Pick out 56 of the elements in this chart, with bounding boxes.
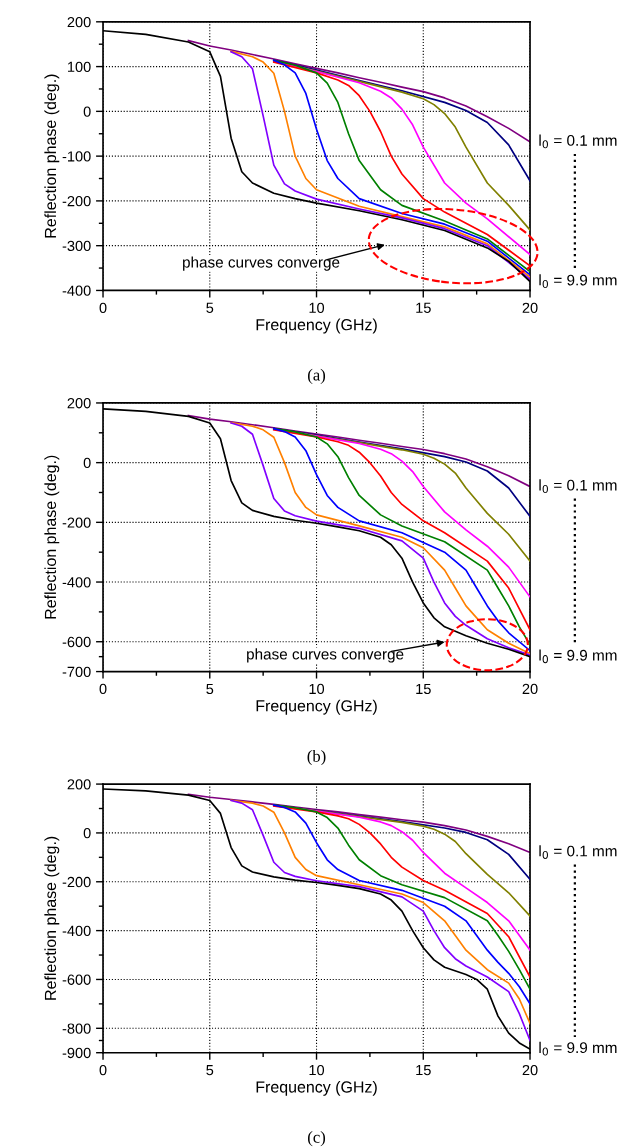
x-tick-label: 10	[309, 302, 325, 313]
y-tick-label: -200	[62, 517, 91, 528]
x-tick-label: 10	[309, 1064, 325, 1076]
y-tick-label: -400	[62, 285, 91, 296]
x-tick-label: 15	[416, 1065, 431, 1076]
x-tick-label: 10	[309, 683, 325, 695]
line-series	[103, 788, 531, 1050]
y-tick-label: -700	[62, 666, 91, 678]
y-tick-label: -400	[62, 925, 91, 937]
series-label: l$_{0}$ = 9.9 mm	[539, 1041, 617, 1056]
y-tick-label: 0	[83, 457, 91, 469]
line-series	[187, 414, 531, 488]
y-tick-label: -800	[62, 1023, 91, 1034]
x-tick-label: 0	[99, 302, 107, 313]
x-tick-label: 5	[206, 1065, 214, 1076]
y-tick-label: -200	[62, 196, 91, 207]
text: (c)	[308, 1131, 326, 1147]
y-tick-label: 0	[83, 828, 91, 839]
line-series	[187, 793, 531, 854]
text: (a)	[308, 368, 326, 384]
y-tick-label: -600	[62, 974, 91, 985]
line-series	[187, 39, 531, 143]
y-tick-label: -900	[62, 1047, 91, 1059]
y-axis-title: Reflection phase (deg.)	[44, 836, 60, 1000]
x-axis-title: Frequency (GHz)	[256, 1080, 377, 1096]
series-label: l$_{0}$ = 0.1 mm	[539, 134, 617, 149]
x-axis-title: Frequency (GHz)	[256, 699, 377, 715]
series-label: l$_{0}$ = 9.9 mm	[539, 274, 617, 289]
x-tick-label: 0	[99, 1064, 107, 1076]
y-axis-title: Reflection phase (deg.)	[44, 455, 60, 619]
x-tick-label: 0	[99, 683, 107, 695]
x-tick-label: 20	[522, 302, 538, 313]
x-tick-label: 20	[522, 1064, 538, 1076]
annotation: phase curves converge	[247, 648, 404, 663]
x-tick-label: 5	[206, 683, 214, 695]
x-axis-title: Frequency (GHz)	[256, 318, 377, 334]
y-tick-label: -300	[62, 240, 91, 252]
series-label: l$_{0}$ = 0.1 mm	[539, 845, 617, 859]
x-tick-label: 15	[416, 302, 431, 313]
y-tick-label: 0	[83, 106, 91, 117]
x-tick-label: 20	[522, 683, 538, 695]
annotation: phase curves converge	[183, 256, 340, 271]
y-tick-label: 200	[67, 779, 91, 790]
y-tick-label: 200	[67, 398, 91, 409]
y-tick-label: 200	[67, 16, 91, 28]
series-label: l$_{0}$ = 0.1 mm	[539, 479, 617, 494]
text: (b)	[307, 749, 326, 766]
y-tick-label: -400	[62, 577, 91, 588]
x-tick-label: 15	[416, 683, 431, 695]
y-tick-label: -600	[62, 636, 91, 648]
x-tick-label: 5	[206, 302, 214, 313]
y-tick-label: 100	[68, 61, 91, 73]
series-label: l$_{0}$ = 9.9 mm	[539, 649, 617, 664]
y-tick-label: -100	[62, 151, 91, 162]
y-tick-label: -200	[62, 876, 91, 888]
y-axis-title: Reflection phase (deg.)	[44, 74, 60, 238]
